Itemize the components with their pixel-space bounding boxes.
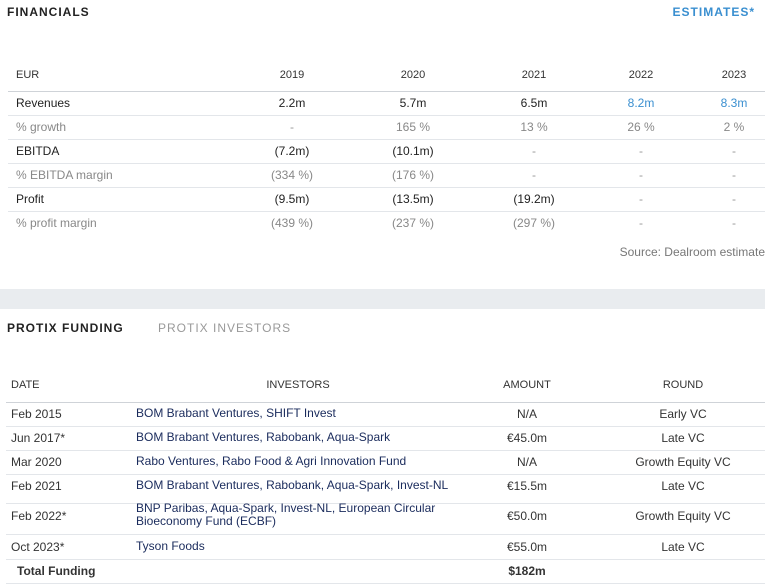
value-cell: (13.5m) <box>392 192 434 206</box>
section-title: FINANCIALS <box>7 5 90 19</box>
investors: Tyson Foods <box>136 539 205 553</box>
value-cell: 5.7m <box>399 96 427 110</box>
column-header: 2023 <box>721 69 747 81</box>
value-cell: (334 %) <box>270 168 314 182</box>
source-note: Source: Dealroom estimate <box>619 245 765 259</box>
amount: €15.5m <box>506 479 548 493</box>
tab[interactable]: PROTIX INVESTORS <box>158 321 292 335</box>
value-cell: (19.2m) <box>513 192 555 206</box>
value-cell: 26 % <box>627 120 655 134</box>
value-cell: - <box>639 216 643 230</box>
column-header: DATE <box>11 379 40 391</box>
value-cell: 2.2m <box>278 96 306 110</box>
amount: €50.0m <box>506 509 548 523</box>
total-amount: $182m <box>508 564 546 578</box>
investors: Rabo Ventures, Rabo Food & Agri Innovati… <box>136 454 407 468</box>
amount: N/A <box>516 455 537 469</box>
row-divider <box>6 402 765 403</box>
value-cell: 8.3m <box>720 96 748 110</box>
value-cell: (7.2m) <box>274 144 310 158</box>
row-divider <box>8 91 765 92</box>
value-cell: (297 %) <box>512 216 556 230</box>
row-divider <box>6 450 765 451</box>
row-divider <box>6 426 765 427</box>
value-cell: - <box>532 168 536 182</box>
amount: €45.0m <box>506 431 548 445</box>
row-label: EBITDA <box>16 144 60 158</box>
column-header: 2019 <box>279 69 305 81</box>
row-divider <box>6 583 765 584</box>
row-divider <box>8 139 765 140</box>
round: Late VC <box>661 540 705 554</box>
value-cell: (439 %) <box>270 216 314 230</box>
row-label: % profit margin <box>16 216 97 230</box>
estimates-link[interactable]: ESTIMATES* <box>672 5 755 19</box>
value-cell: - <box>732 216 736 230</box>
row-divider <box>6 533 765 535</box>
round: Growth Equity VC <box>635 455 731 469</box>
value-cell: (10.1m) <box>392 144 434 158</box>
value-cell: 8.2m <box>627 96 655 110</box>
date: Feb 2021 <box>11 479 62 493</box>
amount: N/A <box>516 407 537 421</box>
round: Early VC <box>659 407 707 421</box>
total-label: Total Funding <box>17 564 96 578</box>
row-divider <box>8 211 765 212</box>
row-divider <box>6 474 765 475</box>
row-divider <box>6 503 765 504</box>
column-header: 2022 <box>628 69 654 81</box>
tab-active[interactable]: PROTIX FUNDING <box>7 321 124 335</box>
column-header: EUR <box>16 69 40 81</box>
row-label: % EBITDA margin <box>16 168 113 182</box>
row-divider <box>8 163 765 164</box>
round: Late VC <box>661 431 705 445</box>
amount: €55.0m <box>506 540 548 554</box>
investors: BNP Paribas, Aqua-Spark, Invest-NL, Euro… <box>136 501 436 528</box>
row-divider <box>8 187 765 188</box>
date: Feb 2022* <box>11 509 67 523</box>
date: Oct 2023* <box>11 540 65 554</box>
row-divider <box>6 559 765 560</box>
value-cell: - <box>639 144 643 158</box>
divider-band <box>0 289 765 309</box>
round: Late VC <box>661 479 705 493</box>
column-header: 2021 <box>521 69 547 81</box>
value-cell: 2 % <box>723 120 745 134</box>
investors: BOM Brabant Ventures, SHIFT Invest <box>136 406 336 420</box>
column-header: INVESTORS <box>266 379 330 391</box>
row-label: Profit <box>16 192 45 206</box>
value-cell: 13 % <box>520 120 548 134</box>
date: Jun 2017* <box>11 431 66 445</box>
value-cell: (176 %) <box>391 168 435 182</box>
round: Growth Equity VC <box>635 509 731 523</box>
value-cell: - <box>732 144 736 158</box>
investors: BOM Brabant Ventures, Rabobank, Aqua-Spa… <box>136 430 391 444</box>
row-label: % growth <box>16 120 67 134</box>
row-label: Revenues <box>16 96 71 110</box>
investors: BOM Brabant Ventures, Rabobank, Aqua-Spa… <box>136 478 449 492</box>
value-cell: - <box>639 168 643 182</box>
value-cell: - <box>290 120 294 134</box>
value-cell: 6.5m <box>520 96 548 110</box>
value-cell: (9.5m) <box>274 192 310 206</box>
value-cell: (237 %) <box>391 216 435 230</box>
value-cell: - <box>532 144 536 158</box>
column-header: 2020 <box>400 69 426 81</box>
column-header: AMOUNT <box>503 379 551 391</box>
value-cell: - <box>639 192 643 206</box>
value-cell: - <box>732 192 736 206</box>
date: Mar 2020 <box>11 455 62 469</box>
column-header: ROUND <box>662 379 704 391</box>
date: Feb 2015 <box>11 407 62 421</box>
row-divider <box>8 115 765 116</box>
value-cell: - <box>732 168 736 182</box>
value-cell: 165 % <box>395 120 431 134</box>
